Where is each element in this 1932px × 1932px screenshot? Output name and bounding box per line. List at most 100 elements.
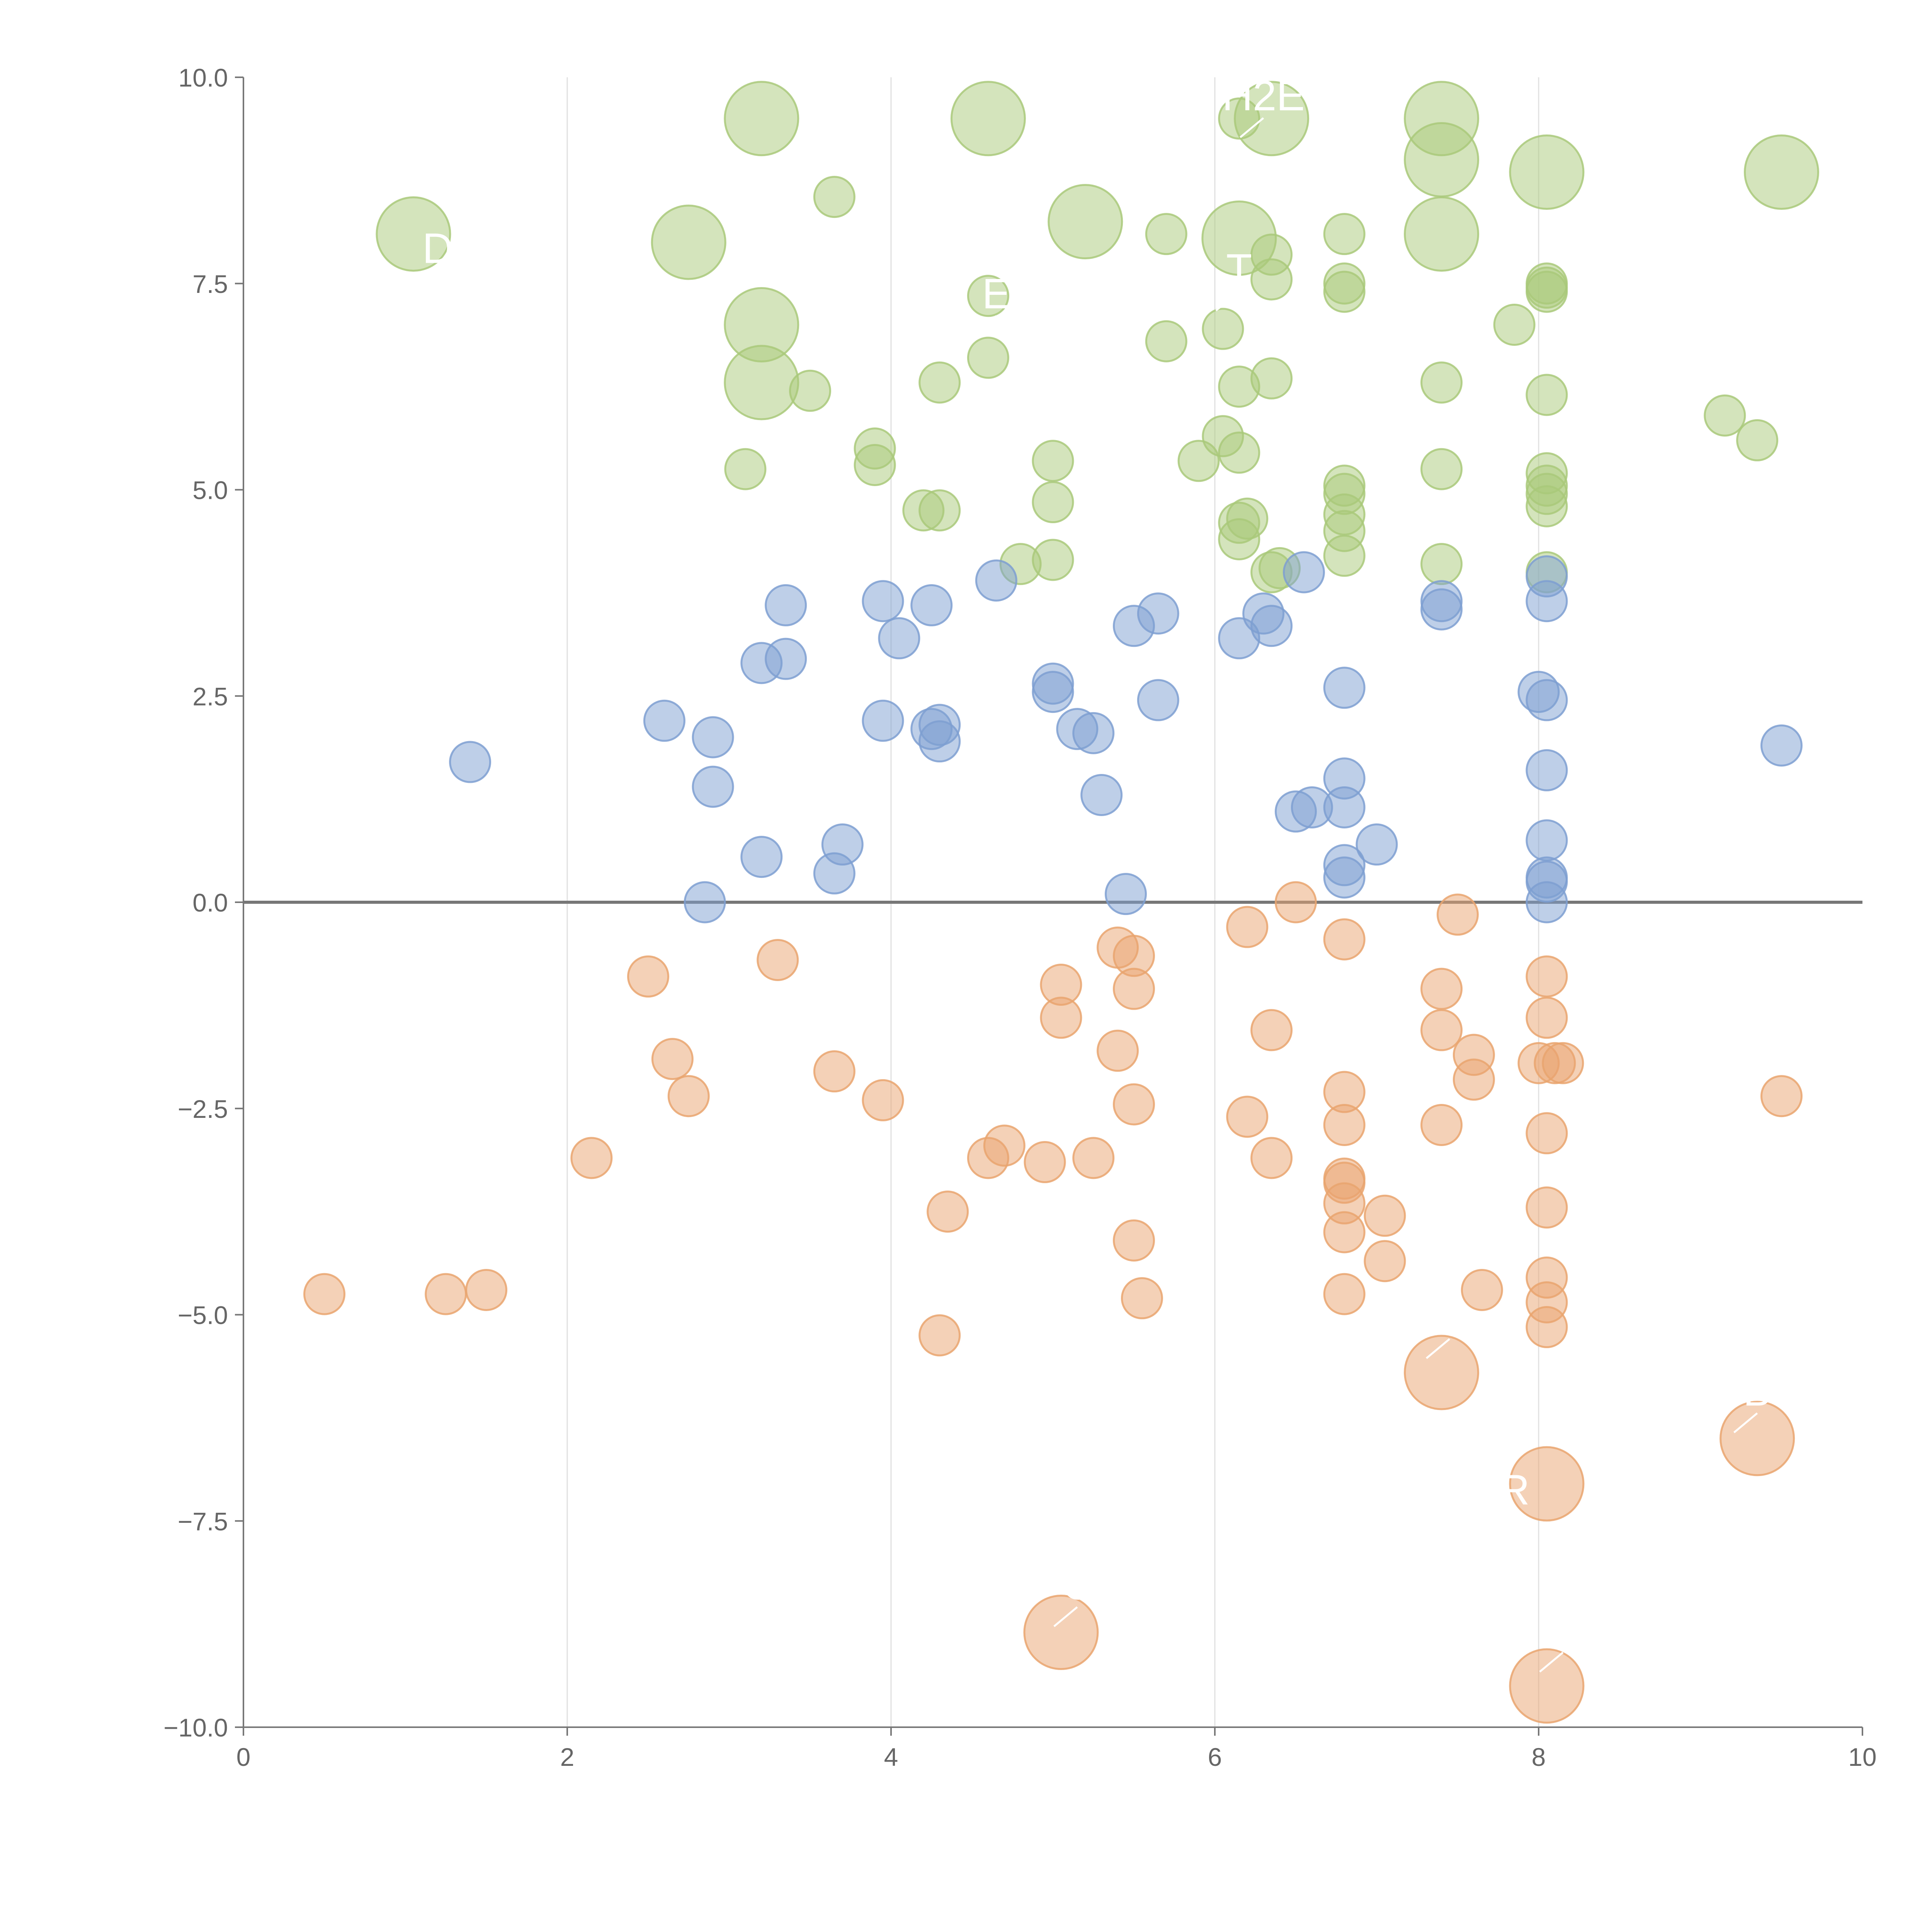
data-point-high (1420, 543, 1463, 585)
data-point-high (950, 81, 1026, 156)
data-point-high (724, 345, 799, 420)
x-tick-label: 10 (1848, 1743, 1876, 1771)
data-point-low (1526, 955, 1568, 998)
data-point-low (1226, 1095, 1269, 1138)
data-point-low (1113, 1083, 1155, 1126)
data-point-mid (765, 584, 807, 626)
data-point-low (1526, 1186, 1568, 1229)
data-point-mid (1526, 580, 1568, 622)
data-point-low (1404, 1335, 1480, 1410)
label-leader-line (972, 315, 997, 336)
data-point-high (1032, 539, 1074, 581)
point-label: T (1226, 245, 1252, 293)
data-point-high (1323, 534, 1366, 577)
data-point-mid (643, 699, 685, 742)
data-point-low (1542, 1042, 1584, 1084)
data-point-mid (821, 823, 864, 866)
data-point-low (1250, 1009, 1293, 1051)
x-tick-label: 0 (236, 1743, 251, 1771)
data-point-low (813, 1050, 855, 1093)
point-label: R (1499, 1466, 1529, 1514)
data-point-low (1526, 1306, 1568, 1349)
data-point-high (1323, 213, 1366, 255)
data-point-low (1121, 1277, 1163, 1320)
data-point-mid (1105, 873, 1147, 915)
data-point-high (1145, 320, 1187, 362)
data-point-low (627, 955, 669, 998)
data-point-low (918, 1314, 961, 1357)
data-point-high (967, 337, 1009, 379)
data-point-high (918, 489, 961, 532)
data-point-low (927, 1190, 969, 1233)
data-point-high (1218, 97, 1260, 140)
data-point-mid (1032, 671, 1074, 713)
data-point-high (813, 176, 855, 218)
data-point-mid (1526, 881, 1568, 923)
data-point-high (1526, 270, 1568, 313)
y-tick-label: −2.5 (178, 1095, 228, 1123)
data-point-low (1113, 1219, 1155, 1262)
point-label: H2E (1222, 72, 1305, 119)
data-point-low (1250, 1137, 1293, 1179)
data-point-low (1420, 1104, 1463, 1146)
label-leader-line (1215, 290, 1240, 311)
label-leader-line (1053, 1606, 1078, 1627)
data-point-mid (1072, 712, 1115, 754)
data-point-high (967, 275, 1009, 317)
data-point-mid (1137, 592, 1179, 635)
data-point-low (1760, 1075, 1803, 1117)
data-point-low (1023, 1594, 1099, 1670)
label-leader-line (1490, 1511, 1515, 1532)
data-point-high (1704, 394, 1746, 437)
data-point-low (1509, 1446, 1585, 1522)
x-tick-label: 4 (884, 1743, 898, 1771)
data-point-low (651, 1038, 694, 1080)
data-point-mid (765, 638, 807, 680)
data-point-mid (1526, 819, 1568, 862)
point-label: F (1550, 1607, 1576, 1654)
data-point-low (757, 939, 799, 981)
data-point-high (1250, 258, 1293, 301)
data-point-mid (692, 716, 734, 759)
data-point-high (1526, 485, 1568, 527)
data-points (303, 81, 1819, 1724)
data-point-low (1040, 997, 1082, 1039)
data-point-low (1526, 1112, 1568, 1155)
data-point-low (1452, 1058, 1495, 1101)
data-point-high (1509, 134, 1585, 210)
data-point-high (376, 196, 451, 272)
data-point-mid (740, 836, 783, 878)
data-point-high (1526, 374, 1568, 416)
data-point-high (1226, 497, 1269, 540)
data-point-low (1323, 918, 1366, 961)
point-label: N (1434, 1293, 1465, 1340)
data-point-high (651, 204, 726, 280)
data-point-mid (910, 584, 953, 626)
data-point-high (1493, 304, 1536, 346)
x-tick-label: 8 (1532, 1743, 1546, 1771)
data-point-low (1275, 881, 1317, 923)
data-point-high (1404, 122, 1480, 197)
data-point-high (918, 361, 961, 404)
data-point-mid (1323, 667, 1366, 709)
data-point-low (1526, 997, 1568, 1039)
data-point-mid (1355, 823, 1398, 866)
data-point-high (1145, 213, 1187, 255)
data-point-mid (449, 741, 492, 783)
data-point-low (1226, 906, 1269, 948)
data-point-mid (1526, 749, 1568, 791)
data-point-low (1719, 1401, 1795, 1476)
data-point-high (1736, 419, 1779, 461)
data-point-low (303, 1273, 345, 1315)
data-point-high (854, 444, 896, 486)
data-point-high (1323, 270, 1366, 313)
data-point-mid (1250, 605, 1293, 647)
data-point-low (465, 1269, 507, 1311)
data-point-low (1420, 968, 1463, 1010)
data-point-high (1048, 184, 1123, 260)
data-point-low (1461, 1269, 1503, 1311)
x-tick-label: 2 (560, 1743, 575, 1771)
data-point-low (1364, 1240, 1406, 1282)
data-point-mid (1420, 588, 1463, 631)
data-point-low (1323, 1104, 1366, 1146)
